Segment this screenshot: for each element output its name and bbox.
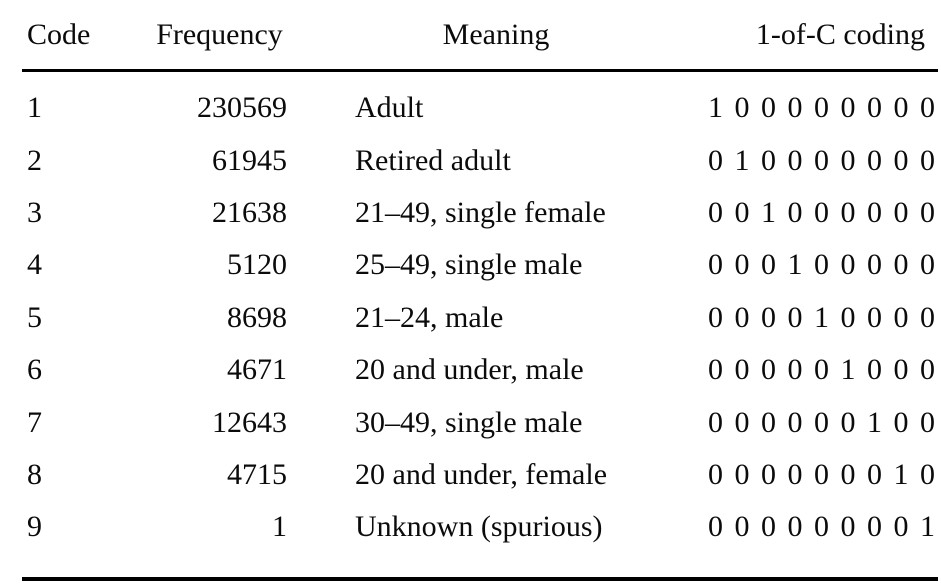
table-row: 7 12643 30–49, single male 0 0 0 0 0 0 1… [0, 396, 941, 448]
table-row: 9 1 Unknown (spurious) 0 0 0 0 0 0 0 0 1 [0, 501, 941, 553]
cell-frequency: 230569 [197, 91, 287, 125]
column-header-code: Code [27, 17, 91, 51]
table-row: 6 4671 20 and under, male 0 0 0 0 0 1 0 … [0, 344, 941, 396]
cell-coding: 0 0 0 0 1 0 0 0 0 [708, 300, 935, 334]
cell-coding: 0 0 0 0 0 0 0 0 1 [708, 510, 935, 544]
cell-frequency: 21638 [212, 195, 287, 229]
cell-coding: 0 0 0 0 0 0 0 1 0 [708, 457, 935, 491]
cell-frequency: 8698 [227, 300, 287, 334]
table-row: 8 4715 20 and under, female 0 0 0 0 0 0 … [0, 449, 941, 501]
column-header-frequency: Frequency [156, 17, 283, 51]
cell-code: 3 [27, 195, 42, 229]
cell-code: 6 [27, 353, 42, 387]
table-row: 5 8698 21–24, male 0 0 0 0 1 0 0 0 0 [0, 292, 941, 344]
cell-meaning: 20 and under, female [355, 457, 608, 491]
cell-code: 9 [27, 510, 42, 544]
cell-meaning: 20 and under, male [355, 353, 584, 387]
cell-frequency: 61945 [212, 143, 287, 177]
cell-coding: 0 0 0 0 0 0 1 0 0 [708, 405, 935, 439]
table-row: 2 61945 Retired adult 0 1 0 0 0 0 0 0 0 [0, 134, 941, 186]
cell-meaning: 21–24, male [355, 300, 504, 334]
cell-coding: 0 0 1 0 0 0 0 0 0 [708, 195, 935, 229]
cell-code: 7 [27, 405, 42, 439]
table-row: 3 21638 21–49, single female 0 0 1 0 0 0… [0, 187, 941, 239]
cell-meaning: Adult [355, 91, 424, 125]
cell-meaning: Retired adult [355, 143, 511, 177]
cell-code: 4 [27, 248, 42, 282]
cell-code: 8 [27, 457, 42, 491]
cell-coding: 0 0 0 0 0 1 0 0 0 [708, 353, 935, 387]
table-header-row: Code Frequency Meaning 1-of-C coding [0, 0, 941, 69]
table-row: 1 230569 Adult 1 0 0 0 0 0 0 0 0 [0, 82, 941, 134]
cell-coding: 0 1 0 0 0 0 0 0 0 [708, 143, 935, 177]
cell-frequency: 1 [272, 510, 287, 544]
cell-meaning: 30–49, single male [355, 405, 583, 439]
cell-code: 2 [27, 143, 42, 177]
cell-code: 5 [27, 300, 42, 334]
cell-coding: 0 0 0 1 0 0 0 0 0 [708, 248, 935, 282]
table-row: 4 5120 25–49, single male 0 0 0 1 0 0 0 … [0, 239, 941, 291]
cell-frequency: 4715 [227, 457, 287, 491]
cell-meaning: 21–49, single female [355, 195, 606, 229]
cell-frequency: 5120 [227, 248, 287, 282]
cell-code: 1 [27, 91, 42, 125]
header-separator-rule [22, 69, 938, 72]
cell-coding: 1 0 0 0 0 0 0 0 0 [708, 91, 935, 125]
cell-meaning: 25–49, single male [355, 248, 583, 282]
cell-frequency: 12643 [212, 405, 287, 439]
cell-meaning: Unknown (spurious) [355, 510, 603, 544]
column-header-meaning: Meaning [442, 17, 550, 51]
bottom-rule [22, 577, 938, 581]
column-header-coding: 1-of-C coding [755, 17, 925, 51]
table-body: 1 230569 Adult 1 0 0 0 0 0 0 0 0 2 61945… [0, 72, 941, 554]
cell-frequency: 4671 [227, 353, 287, 387]
